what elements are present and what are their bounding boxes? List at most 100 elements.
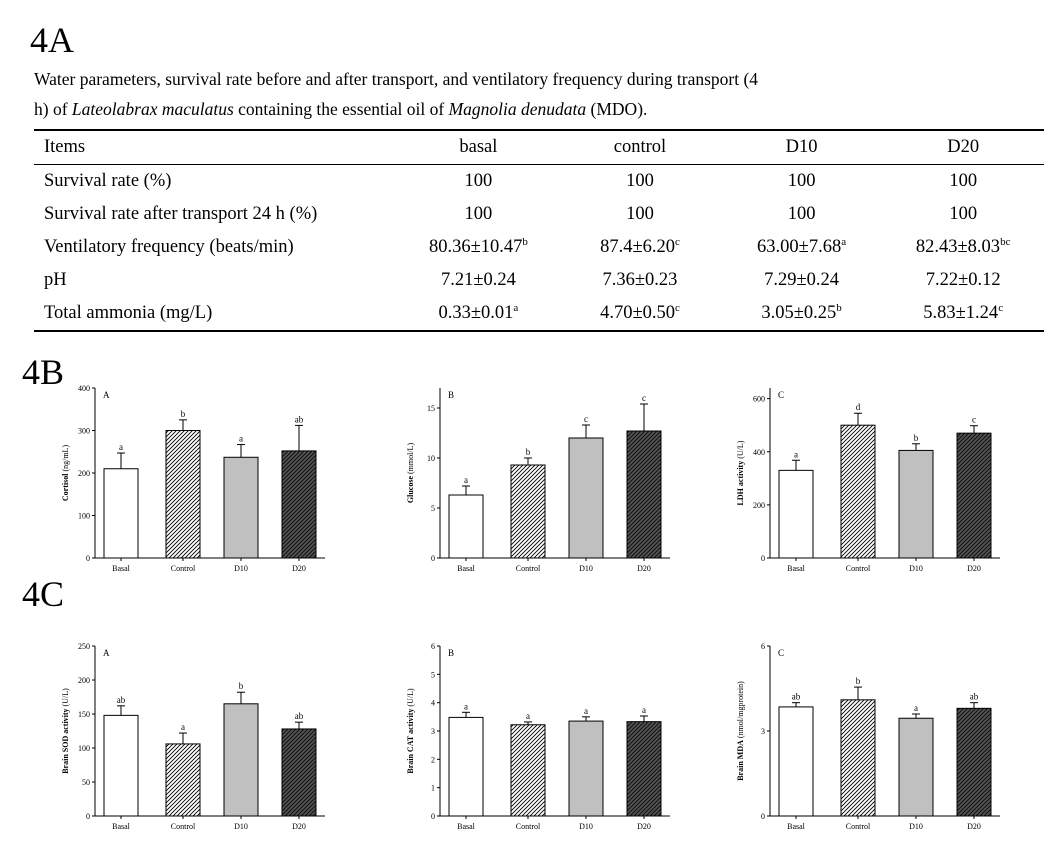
x-tick-label: D20	[292, 822, 306, 831]
table-cell: 7.36±0.23	[559, 264, 721, 297]
bar	[510, 724, 546, 817]
significance-letter: c	[674, 302, 680, 315]
significance-label: a	[794, 449, 798, 459]
y-tick-label: 0	[761, 812, 765, 821]
bar	[778, 706, 814, 817]
water-parameters-table: Items basal control D10 D20 Survival rate (%…	[34, 129, 1044, 332]
column-header: control	[613, 137, 667, 157]
x-tick-label: D10	[579, 822, 593, 831]
y-tick-label: 150	[78, 710, 90, 719]
cell-value: 100	[787, 171, 816, 191]
ldh-bar-chart: 0 200 400 600 C LDH activity (U/L) a Basal d Cont…	[736, 388, 1000, 573]
caption-text: containing the essential oil of	[233, 99, 449, 119]
y-tick-label: 6	[431, 642, 435, 651]
cell-value: 100	[626, 204, 654, 224]
x-tick-label: Control	[171, 822, 196, 831]
table-cell: 87.4±6.20c	[559, 231, 721, 264]
bar	[626, 721, 662, 817]
bar	[165, 743, 201, 817]
table-row: Total ammonia (mg/L) 0.33±0.01a 4.70±0.50c…	[34, 297, 1044, 331]
y-tick-label: 0	[86, 554, 90, 563]
section-label-4b: 4B	[22, 352, 65, 392]
y-axis-label: Brain SOD activity (U/L)	[61, 688, 70, 774]
significance-label: a	[119, 442, 123, 452]
row-label: Survival rate (%)	[44, 171, 172, 191]
cell-value: 7.36±0.23	[602, 270, 678, 290]
bar	[568, 720, 604, 817]
significance-label: a	[239, 434, 243, 444]
table-cell: 82.43±8.03bc	[882, 231, 1044, 264]
table-cell: 5.83±1.24c	[882, 297, 1044, 331]
caption-text: (MDO).	[586, 99, 648, 119]
cell-value: 3.05±0.25	[761, 303, 837, 324]
y-tick-label: 100	[78, 512, 90, 521]
table-cell: 100	[882, 165, 1044, 199]
significance-label: b	[526, 447, 531, 457]
cell-value: 63.00±7.68	[757, 237, 842, 258]
table-header-row: Items basal control D10 D20	[34, 130, 1044, 165]
significance-label: ab	[295, 414, 304, 424]
y-tick-label: 6	[761, 642, 765, 651]
row-label: pH	[44, 270, 67, 290]
significance-letter: bc	[1000, 236, 1011, 249]
panel-letter: C	[778, 648, 784, 658]
table-cell: 100	[721, 165, 883, 199]
x-tick-label: Basal	[112, 822, 131, 831]
bar	[281, 450, 317, 559]
x-tick-label: Basal	[112, 564, 131, 573]
significance-label: ab	[792, 692, 801, 702]
y-tick-label: 200	[78, 469, 90, 478]
bar	[956, 707, 992, 817]
table-cell: 7.22±0.12	[882, 264, 1044, 297]
x-tick-label: D10	[234, 822, 248, 831]
significance-label: d	[856, 402, 861, 412]
panel-letter: A	[103, 390, 110, 400]
x-tick-label: D10	[234, 564, 248, 573]
x-tick-label: D20	[637, 822, 651, 831]
y-tick-label: 5	[431, 504, 435, 513]
cell-value: 100	[464, 171, 493, 191]
section-label-4a: 4A	[30, 20, 74, 60]
bar	[840, 424, 876, 559]
significance-letter: c	[998, 302, 1004, 315]
cell-value: 100	[787, 204, 816, 224]
bar	[956, 432, 992, 559]
table-row: Survival rate (%) 100 100 100 100	[34, 165, 1044, 199]
y-tick-label: 3	[761, 727, 765, 736]
significance-label: b	[239, 681, 244, 691]
cell-value: 100	[464, 204, 493, 224]
significance-letter: b	[522, 236, 528, 249]
y-tick-label: 50	[82, 778, 90, 787]
glucose-bar-chart: 0 5 10 15 B Glucose (mmol/L) a Basal b Control c D1…	[406, 388, 670, 573]
column-header: D10	[785, 137, 818, 157]
x-tick-label: D10	[909, 822, 923, 831]
significance-letter: b	[836, 302, 842, 315]
bar	[103, 468, 139, 559]
x-tick-label: Control	[516, 822, 541, 831]
y-tick-label: 400	[78, 384, 90, 393]
significance-label: ab	[295, 711, 304, 721]
significance-label: ab	[117, 695, 126, 705]
y-tick-label: 0	[431, 554, 435, 563]
cell-value: 5.83±1.24	[923, 303, 999, 324]
y-tick-label: 3	[431, 727, 435, 736]
bar	[510, 464, 546, 559]
significance-label: b	[914, 433, 919, 443]
cell-value: 7.29±0.24	[764, 270, 840, 290]
cortisol-bar-chart: 0 100 200 300 400 A Cortisol (ng/mL) a Basal b Con…	[61, 384, 325, 573]
y-tick-label: 300	[78, 427, 90, 436]
x-tick-label: Control	[846, 822, 871, 831]
significance-label: a	[584, 706, 588, 716]
bar	[223, 456, 259, 559]
y-tick-label: 0	[431, 812, 435, 821]
table-cell: 100	[398, 198, 560, 231]
significance-label: c	[642, 393, 646, 403]
significance-label: a	[181, 722, 185, 732]
table-cell: 100	[398, 165, 560, 199]
y-axis-label: Brain MDA (nmol/mgprotein)	[736, 681, 745, 781]
brain-sod-bar-chart: 0 50 100 150 200 250 A Brain SOD activity (U/L)…	[61, 642, 325, 831]
bar	[898, 449, 934, 559]
y-tick-label: 0	[761, 554, 765, 563]
significance-label: a	[464, 701, 468, 711]
cell-value: 7.21±0.24	[440, 270, 516, 290]
